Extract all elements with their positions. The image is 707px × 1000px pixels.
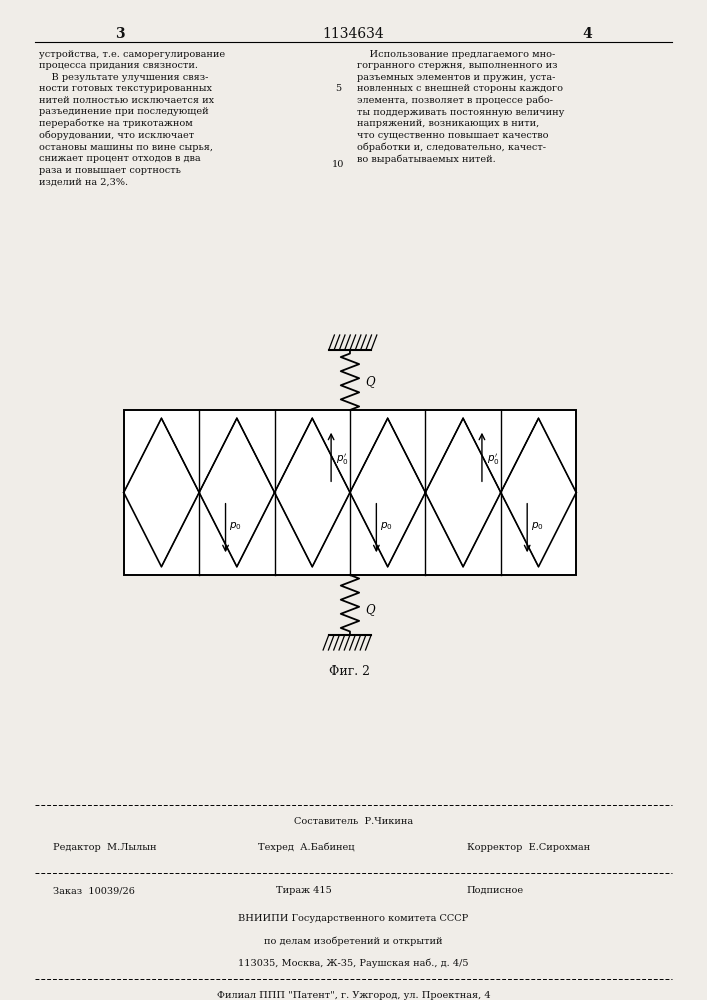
Text: 4: 4 bbox=[582, 27, 592, 41]
Text: Техред  А.Бабинец: Техред А.Бабинец bbox=[258, 843, 354, 852]
Text: ВНИИПИ Государственного комитета СССР: ВНИИПИ Государственного комитета СССР bbox=[238, 914, 469, 923]
Text: Q: Q bbox=[366, 603, 375, 616]
Text: $p_0'$: $p_0'$ bbox=[336, 452, 349, 467]
Text: Использование предлагаемого мно-
гогранного стержня, выполненного из
разъемных э: Использование предлагаемого мно- гогранн… bbox=[357, 50, 564, 164]
Bar bbox=[124, 410, 576, 575]
Text: Заказ  10039/26: Заказ 10039/26 bbox=[53, 886, 135, 895]
Text: по делам изобретений и открытий: по делам изобретений и открытий bbox=[264, 936, 443, 946]
Text: Редактор  М.Лылын: Редактор М.Лылын bbox=[53, 843, 156, 852]
Text: 5: 5 bbox=[335, 84, 341, 93]
Bar bbox=[124, 410, 576, 575]
Text: $p_0'$: $p_0'$ bbox=[487, 452, 500, 467]
Text: устройства, т.е. саморегулирование
процесса придания связности.
    В результате: устройства, т.е. саморегулирование проце… bbox=[39, 50, 225, 186]
Text: Q: Q bbox=[366, 376, 375, 389]
Text: Корректор  Е.Сирохман: Корректор Е.Сирохман bbox=[467, 843, 590, 852]
Text: Филиал ППП "Патент", г. Ужгород, ул. Проектная, 4: Филиал ППП "Патент", г. Ужгород, ул. Про… bbox=[216, 991, 491, 1000]
Text: Φиг. 2: Φиг. 2 bbox=[329, 665, 370, 678]
Text: Составитель  Р.Чикина: Составитель Р.Чикина bbox=[294, 817, 413, 826]
Text: $p_0$: $p_0$ bbox=[229, 520, 242, 532]
Text: $p_0$: $p_0$ bbox=[531, 520, 544, 532]
Text: 10: 10 bbox=[332, 160, 344, 169]
Text: 3: 3 bbox=[115, 27, 125, 41]
Text: Тираж 415: Тираж 415 bbox=[276, 886, 332, 895]
Text: 1134634: 1134634 bbox=[322, 27, 385, 41]
Text: $p_0$: $p_0$ bbox=[380, 520, 392, 532]
Text: 113035, Москва, Ж-35, Раушская наб., д. 4/5: 113035, Москва, Ж-35, Раушская наб., д. … bbox=[238, 958, 469, 968]
Text: Подписное: Подписное bbox=[467, 886, 524, 895]
